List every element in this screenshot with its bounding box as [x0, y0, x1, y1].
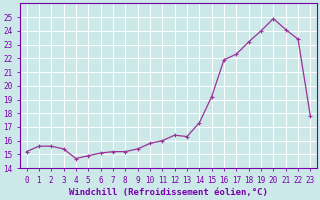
X-axis label: Windchill (Refroidissement éolien,°C): Windchill (Refroidissement éolien,°C)	[69, 188, 268, 197]
